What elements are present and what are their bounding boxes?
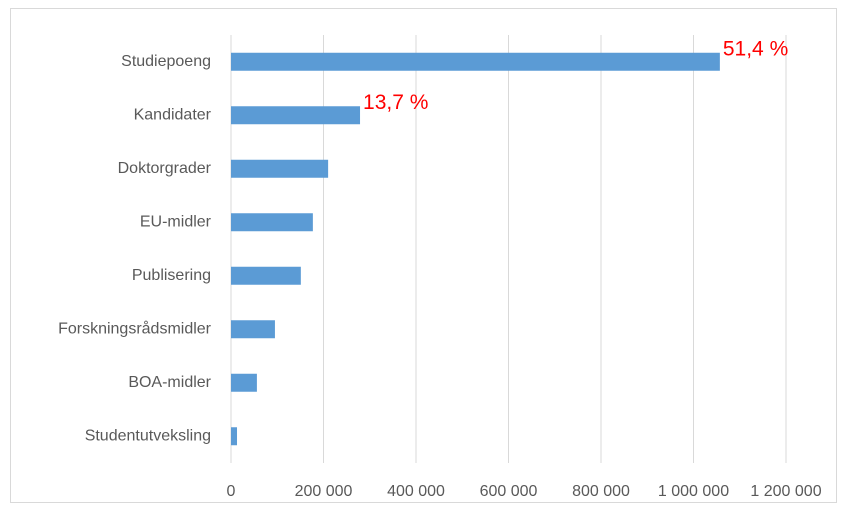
- y-tick-label: Doktorgrader: [118, 160, 212, 177]
- y-tick-label: BOA-midler: [128, 374, 211, 391]
- bar: [231, 320, 275, 339]
- bar: [231, 427, 238, 446]
- chart-frame: [10, 8, 837, 503]
- x-tick-label: 1 200 000: [750, 483, 821, 500]
- bar: [231, 106, 361, 125]
- x-tick-label: 800 000: [572, 483, 630, 500]
- x-tick-label: 400 000: [387, 483, 445, 500]
- annotation: 51,4 %: [723, 37, 788, 60]
- y-tick-label: Studentutveksling: [85, 427, 211, 444]
- x-tick-label: 200 000: [295, 483, 353, 500]
- y-tick-label: Studiepoeng: [121, 53, 211, 70]
- x-tick-label: 0: [227, 483, 236, 500]
- bar: [231, 52, 720, 71]
- y-tick-label: EU-midler: [140, 213, 212, 230]
- y-tick-label: Forskningsrådsmidler: [58, 319, 212, 337]
- annotation: 13,7 %: [363, 91, 428, 114]
- y-tick-label: Publisering: [132, 267, 211, 284]
- y-tick-label: Kandidater: [134, 106, 212, 123]
- bar: [231, 159, 329, 178]
- x-tick-label: 1 000 000: [658, 483, 729, 500]
- bar: [231, 373, 257, 392]
- bar: [231, 266, 301, 285]
- bar: [231, 213, 313, 232]
- x-tick-label: 600 000: [480, 483, 538, 500]
